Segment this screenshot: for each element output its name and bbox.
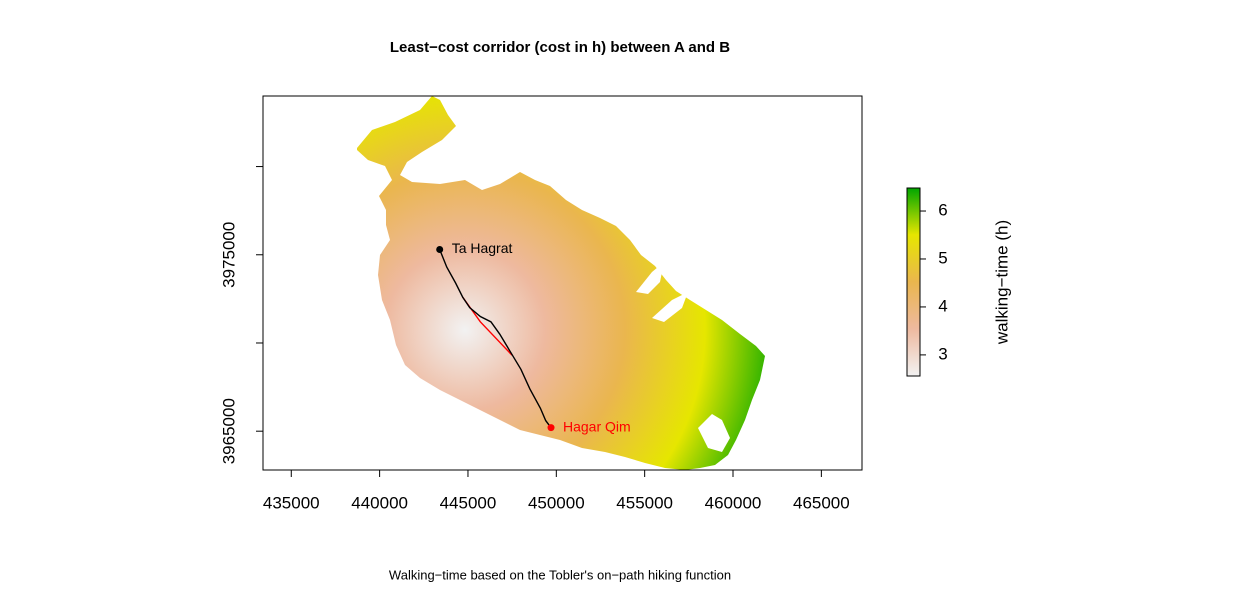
site-label: Ta Hagrat (452, 240, 513, 256)
colorbar-tick-label: 5 (938, 248, 947, 267)
chart-title: Least−cost corridor (cost in h) between … (390, 39, 730, 56)
bay (652, 292, 688, 322)
y-tick-label: 3965000 (219, 398, 238, 464)
x-tick-label: 450000 (528, 493, 585, 512)
site (547, 424, 555, 432)
bay (636, 262, 664, 294)
plot-frame (262, 95, 863, 471)
x-tick-label: 460000 (705, 493, 762, 512)
site-label: Hagar Qim (563, 418, 631, 434)
route (439, 249, 552, 429)
colorbar-tick-label: 3 (938, 344, 947, 363)
y-tick-label: 3975000 (219, 222, 238, 288)
caption: Walking−time based on the Tobler's on−pa… (389, 567, 731, 582)
x-tick-label: 465000 (793, 493, 850, 512)
x-tick-label: 455000 (616, 493, 673, 512)
site (436, 245, 444, 253)
colorbar-label: walking−time (h) (992, 220, 1011, 345)
island (357, 96, 765, 470)
x-tick-label: 435000 (263, 493, 320, 512)
colorbar (906, 187, 921, 377)
x-tick-label: 440000 (351, 493, 408, 512)
colorbar-tick-label: 6 (938, 201, 947, 220)
x-tick-label: 445000 (440, 493, 497, 512)
bay (698, 414, 730, 452)
colorbar-tick-label: 4 (938, 296, 947, 315)
